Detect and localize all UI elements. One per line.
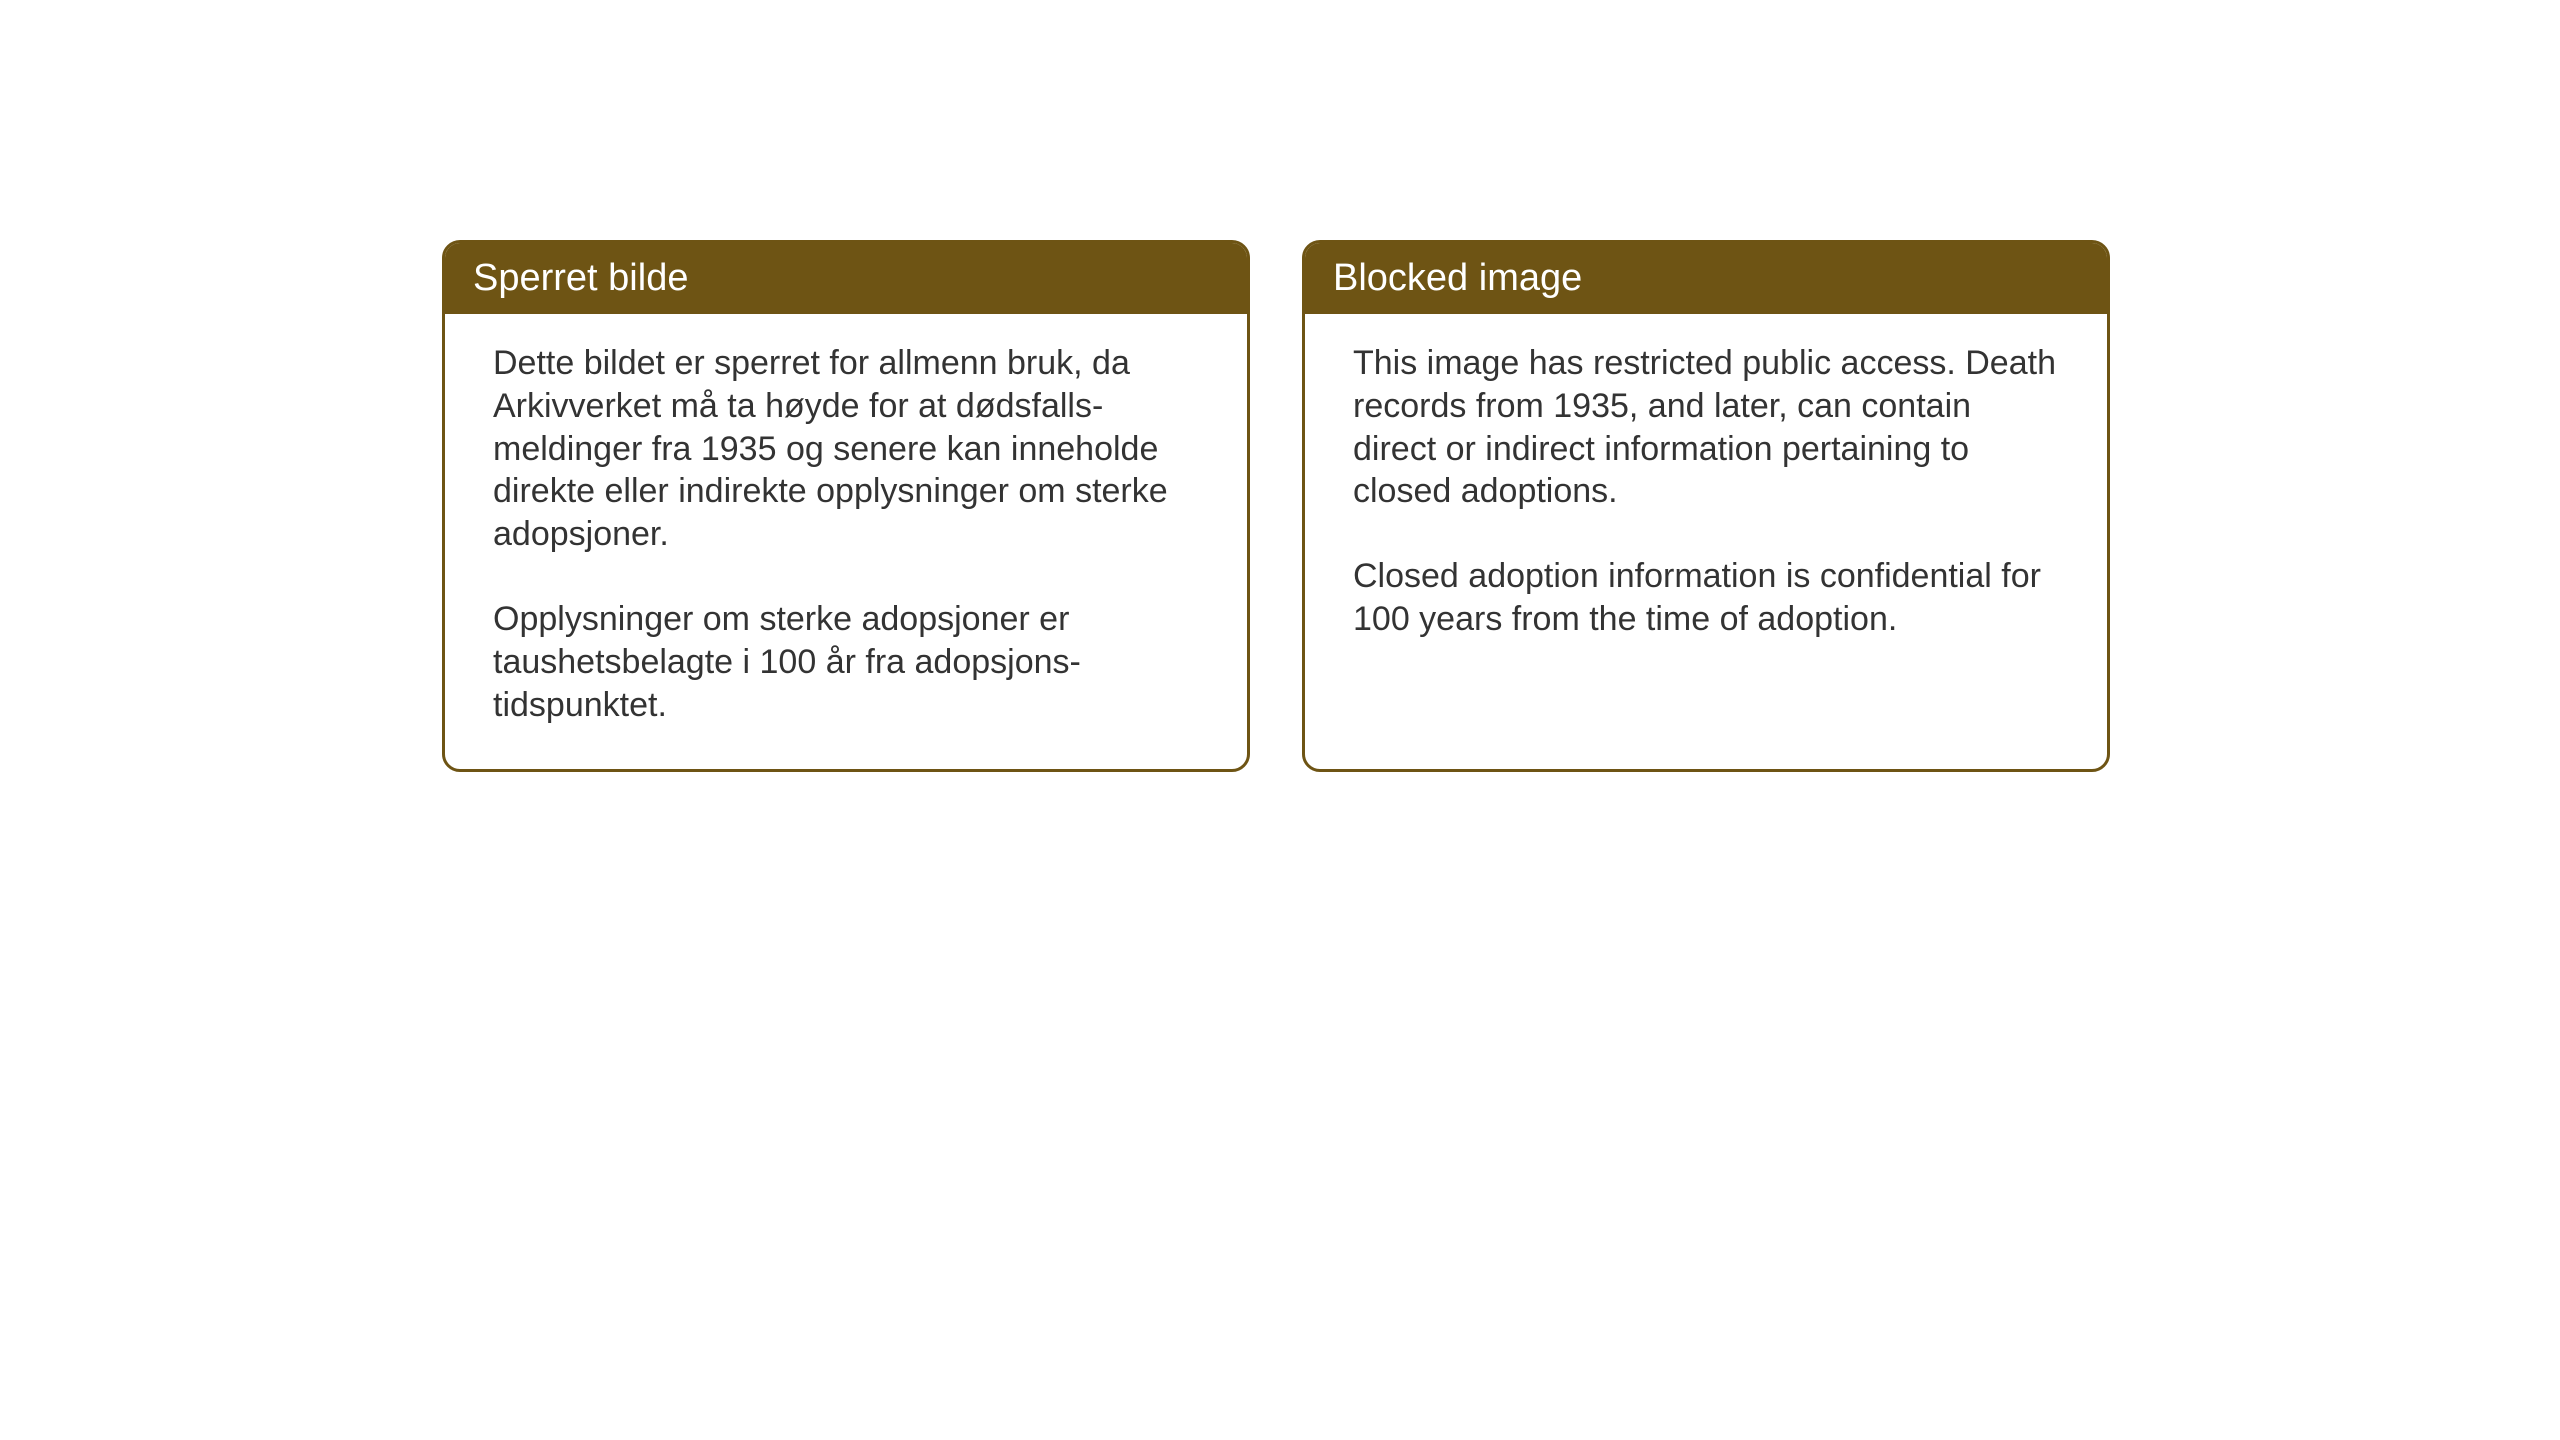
card-paragraph-2-english: Closed adoption information is confident… <box>1353 555 2059 641</box>
card-title-english: Blocked image <box>1333 257 1582 299</box>
card-title-norwegian: Sperret bilde <box>473 257 688 299</box>
card-paragraph-1-norwegian: Dette bildet er sperret for allmenn bruk… <box>493 342 1199 556</box>
card-paragraph-2-norwegian: Opplysninger om sterke adopsjoner er tau… <box>493 598 1199 726</box>
cards-container: Sperret bilde Dette bildet er sperret fo… <box>0 0 2560 772</box>
card-paragraph-1-english: This image has restricted public access.… <box>1353 342 2059 513</box>
blocked-image-card-norwegian: Sperret bilde Dette bildet er sperret fo… <box>442 240 1250 772</box>
card-header-english: Blocked image <box>1305 243 2107 314</box>
card-body-english: This image has restricted public access.… <box>1305 314 2107 754</box>
card-body-norwegian: Dette bildet er sperret for allmenn bruk… <box>445 314 1247 769</box>
card-header-norwegian: Sperret bilde <box>445 243 1247 314</box>
blocked-image-card-english: Blocked image This image has restricted … <box>1302 240 2110 772</box>
